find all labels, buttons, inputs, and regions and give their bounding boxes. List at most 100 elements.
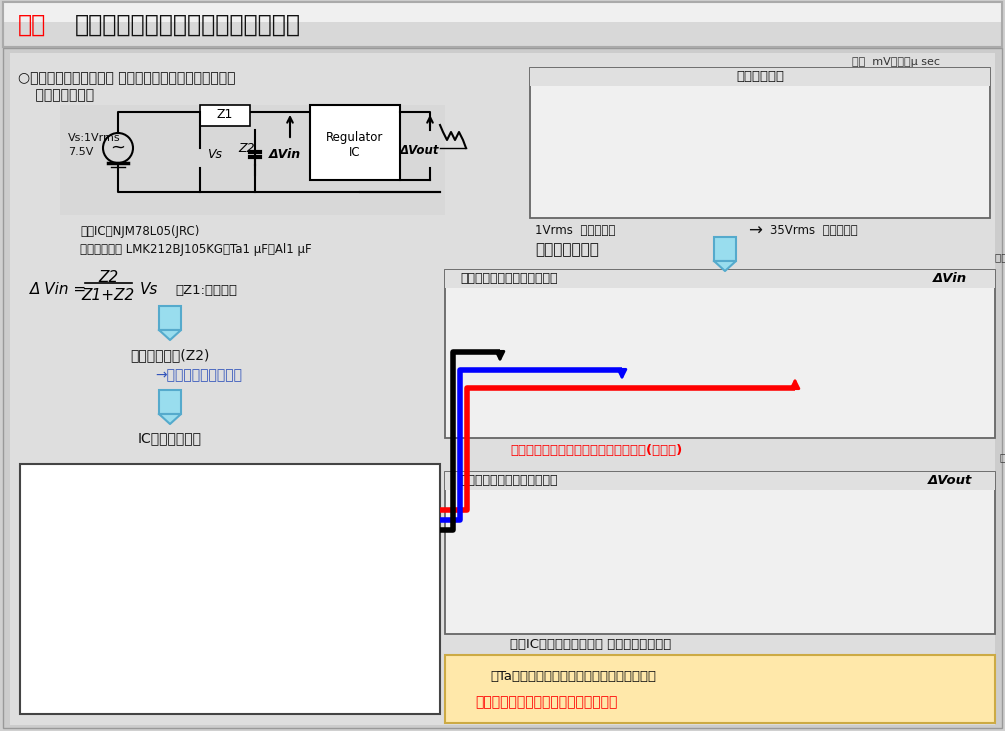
Al   R xyxy=(242,567,254,576)
Bar xyxy=(445,472,995,634)
Text: ΔVout: ΔVout xyxy=(928,474,972,488)
Bar xyxy=(159,306,181,330)
Text: Z2: Z2 xyxy=(97,270,119,286)
Polygon shape xyxy=(714,261,736,271)
Text: 多层  1μF: 多层 1μF xyxy=(800,498,833,507)
Ta   R xyxy=(417,619,429,628)
Text: Z2: Z2 xyxy=(239,142,255,154)
Text: 35Vrms  的输出变化: 35Vrms 的输出变化 xyxy=(770,224,857,238)
Bar xyxy=(20,464,440,714)
Text: Vs:1Vrms: Vs:1Vrms xyxy=(68,133,121,143)
Al   R xyxy=(351,567,363,576)
Al   Z xyxy=(66,536,78,545)
ML  R xyxy=(242,636,254,645)
Bar xyxy=(714,237,736,261)
Al   Z xyxy=(428,572,440,580)
Polygon shape xyxy=(159,330,181,340)
Text: 低阻抗电容器(Z2): 低阻抗电容器(Z2) xyxy=(131,348,210,362)
Al   Z xyxy=(242,594,254,603)
Text: ΔVin: ΔVin xyxy=(650,93,679,103)
Al   Z xyxy=(84,536,96,545)
ML  Z xyxy=(232,604,244,613)
Ta   R xyxy=(84,619,96,628)
Bar xyxy=(3,2,1002,22)
Al   Z xyxy=(232,591,244,599)
Al   R xyxy=(84,567,96,576)
Y-axis label: Z·ESR [Ω]: Z·ESR [Ω] xyxy=(27,561,37,611)
Ta   Z xyxy=(351,600,363,609)
Text: 1Vrms  的输入变化: 1Vrms 的输入变化 xyxy=(535,224,615,238)
Text: Al电解1  μF: Al电解1 μF xyxy=(454,498,496,507)
Bar xyxy=(530,68,990,218)
ML  R xyxy=(232,636,244,645)
Text: 未插入电容器: 未插入电容器 xyxy=(736,70,784,83)
Text: Ta电解  1  μF: Ta电解 1 μF xyxy=(627,296,675,305)
Bar xyxy=(200,105,250,126)
Al   R xyxy=(428,567,440,576)
Bar xyxy=(445,472,995,490)
ML  Z xyxy=(66,583,78,591)
ML  R xyxy=(66,636,78,645)
Text: Z1: Z1 xyxy=(217,108,233,121)
Text: 作为输入电容器的各种电容器的比较: 作为输入电容器的各种电容器的比较 xyxy=(75,13,302,37)
Text: Z1+Z2: Z1+Z2 xyxy=(81,287,135,303)
Line: Ta   Z: Ta Z xyxy=(72,540,434,619)
Text: Ta电解  1μF: Ta电解 1μF xyxy=(627,498,670,507)
Ta   Z xyxy=(318,615,330,624)
ML  R xyxy=(351,636,363,645)
ML  Z xyxy=(242,606,254,615)
Text: ○输入线上加入正弦波， 测试输入电容器的噪音吸收性和: ○输入线上加入正弦波， 测试输入电容器的噪音吸收性和 xyxy=(18,71,235,85)
Al   R xyxy=(417,567,429,576)
Ta   R xyxy=(351,619,363,628)
Bar xyxy=(60,105,445,215)
Bar xyxy=(3,2,1002,47)
Text: →除去噪音的效果：大: →除去噪音的效果：大 xyxy=(155,368,242,382)
Ta   R xyxy=(242,619,254,628)
ML  Z xyxy=(352,643,364,651)
Text: 使用电容器： LMK212BJ105KG、Ta1 μF、Al1 μF: 使用电容器： LMK212BJ105KG、Ta1 μF、Al1 μF xyxy=(80,243,312,256)
Al   Z xyxy=(351,572,363,580)
ML  Z xyxy=(428,613,440,621)
Text: 输入变动  ΔVin: 输入变动 ΔVin xyxy=(540,93,591,103)
ML  R xyxy=(417,636,429,645)
Al   Z xyxy=(418,572,430,580)
Bar xyxy=(445,655,995,723)
Text: Vs: Vs xyxy=(207,148,222,162)
Text: IC: IC xyxy=(349,146,361,159)
Text: →: → xyxy=(748,222,762,240)
ML  Z xyxy=(418,616,430,625)
Text: 与Ta相比多层电容器能范围内比较稳定地工作: 与Ta相比多层电容器能范围内比较稳定地工作 xyxy=(490,670,656,683)
Text: Al电解  1  μF: Al电解 1 μF xyxy=(454,296,501,305)
Ta   Z xyxy=(232,585,244,594)
Text: Regulator: Regulator xyxy=(327,132,384,145)
Text: 输出变动  ΔVout: 输出变动 ΔVout xyxy=(769,93,827,103)
Polygon shape xyxy=(159,414,181,424)
Bar xyxy=(3,2,1002,47)
Ta   Z xyxy=(418,600,430,609)
Text: 插入输入电容器: 插入输入电容器 xyxy=(535,243,599,257)
Line: Al   Z: Al Z xyxy=(72,540,434,619)
ML  R xyxy=(84,636,96,645)
Text: （Z1:线阻抗）: （Z1:线阻抗） xyxy=(175,284,237,297)
Text: IC输入电压安定: IC输入电压安定 xyxy=(138,431,202,445)
Al   Z xyxy=(295,615,308,624)
Al   Z xyxy=(417,572,429,580)
Text: 多层陶瓷电容器具有优良的噪音吸收性(低阻抗): 多层陶瓷电容器具有优良的噪音吸收性(低阻抗) xyxy=(510,444,682,456)
Ta   R xyxy=(66,619,78,628)
Ta   Z xyxy=(66,536,78,545)
Text: ΔVin: ΔVin xyxy=(933,273,967,286)
Ta   R xyxy=(417,619,429,628)
Text: ΔVout: ΔVout xyxy=(884,93,922,103)
Text: 7.5V: 7.5V xyxy=(68,147,93,157)
Al   R xyxy=(232,567,244,576)
Bar xyxy=(310,105,400,180)
ML  Z xyxy=(305,656,317,664)
Bar xyxy=(530,68,990,86)
Text: ΔVout: ΔVout xyxy=(400,143,440,156)
Ta   R xyxy=(232,619,244,628)
Text: 由于IC的输入电压安定， 输出电压变动减弱: 由于IC的输入电压安定， 输出电压变动减弱 xyxy=(510,638,671,651)
ML  Z xyxy=(66,571,78,580)
Al   R xyxy=(417,567,429,576)
Text: 插入输入电容器时的输出变动: 插入输入电容器时的输出变动 xyxy=(460,474,558,488)
Legend: ML  R, ML  Z, Ta   R, Ta   Z, Al   R, Al   Z: ML R, ML Z, Ta R, Ta Z, Al R, Al Z xyxy=(76,610,131,681)
